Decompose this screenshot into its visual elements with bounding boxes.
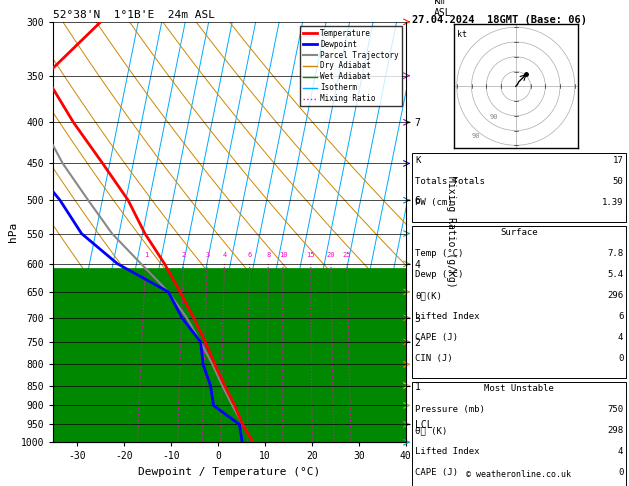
Text: 20: 20 xyxy=(326,252,335,258)
Text: 4: 4 xyxy=(618,447,623,456)
Text: 90: 90 xyxy=(489,114,498,120)
Text: 15: 15 xyxy=(306,252,315,258)
Text: K: K xyxy=(415,156,421,165)
X-axis label: Dewpoint / Temperature (°C): Dewpoint / Temperature (°C) xyxy=(138,467,321,477)
Text: 0: 0 xyxy=(618,468,623,477)
Text: Pressure (mb): Pressure (mb) xyxy=(415,405,485,415)
Y-axis label: Mixing Ratio (g/kg): Mixing Ratio (g/kg) xyxy=(446,176,456,288)
Text: 7.8: 7.8 xyxy=(607,249,623,259)
Legend: Temperature, Dewpoint, Parcel Trajectory, Dry Adiabat, Wet Adiabat, Isotherm, Mi: Temperature, Dewpoint, Parcel Trajectory… xyxy=(300,26,402,106)
Text: PW (cm): PW (cm) xyxy=(415,198,453,207)
Text: 296: 296 xyxy=(607,291,623,300)
Text: 0: 0 xyxy=(618,354,623,363)
Text: 4: 4 xyxy=(223,252,226,258)
Text: CAPE (J): CAPE (J) xyxy=(415,333,458,342)
Text: Totals Totals: Totals Totals xyxy=(415,177,485,186)
Text: Dewp (°C): Dewp (°C) xyxy=(415,270,464,279)
Text: 50: 50 xyxy=(613,177,623,186)
Text: 298: 298 xyxy=(607,426,623,435)
Text: 8: 8 xyxy=(266,252,270,258)
Text: © weatheronline.co.uk: © weatheronline.co.uk xyxy=(467,469,571,479)
Text: 6: 6 xyxy=(618,312,623,321)
Text: kt: kt xyxy=(457,30,467,39)
Text: 3: 3 xyxy=(205,252,209,258)
Text: 750: 750 xyxy=(607,405,623,415)
Text: CIN (J): CIN (J) xyxy=(415,354,453,363)
Text: 1.39: 1.39 xyxy=(602,198,623,207)
Text: θᴇ (K): θᴇ (K) xyxy=(415,426,447,435)
Text: 10: 10 xyxy=(279,252,287,258)
Text: 17: 17 xyxy=(613,156,623,165)
Text: 6: 6 xyxy=(248,252,252,258)
Text: 90: 90 xyxy=(472,133,480,139)
Text: 1: 1 xyxy=(144,252,148,258)
Text: 52°38'N  1°1B'E  24m ASL: 52°38'N 1°1B'E 24m ASL xyxy=(53,10,216,20)
Text: Lifted Index: Lifted Index xyxy=(415,447,480,456)
Text: 2: 2 xyxy=(182,252,186,258)
Text: Most Unstable: Most Unstable xyxy=(484,384,554,394)
Text: Temp (°C): Temp (°C) xyxy=(415,249,464,259)
Text: 4: 4 xyxy=(618,333,623,342)
Text: 25: 25 xyxy=(343,252,352,258)
Text: θᴇ(K): θᴇ(K) xyxy=(415,291,442,300)
Text: Lifted Index: Lifted Index xyxy=(415,312,480,321)
Text: 5.4: 5.4 xyxy=(607,270,623,279)
Text: CAPE (J): CAPE (J) xyxy=(415,468,458,477)
Y-axis label: hPa: hPa xyxy=(8,222,18,242)
Text: km
ASL: km ASL xyxy=(434,0,452,17)
Text: 27.04.2024  18GMT (Base: 06): 27.04.2024 18GMT (Base: 06) xyxy=(412,15,587,25)
Text: Surface: Surface xyxy=(500,228,538,238)
